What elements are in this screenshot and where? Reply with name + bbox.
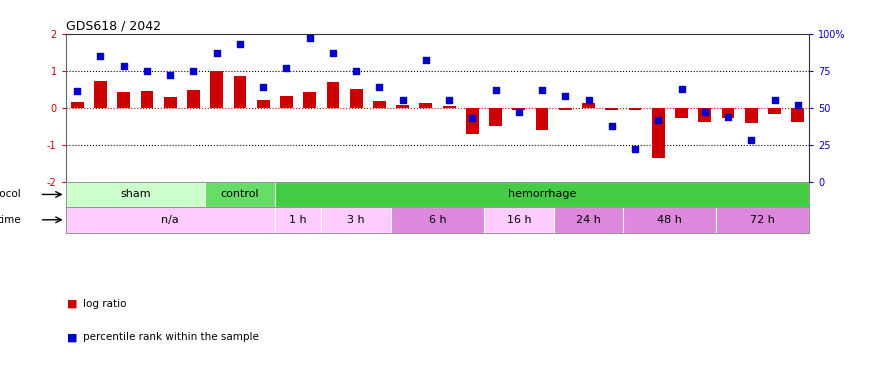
Bar <box>443 106 456 108</box>
Point <box>488 87 502 93</box>
Point <box>279 65 293 71</box>
Point <box>651 117 665 123</box>
Bar <box>321 207 391 232</box>
Bar <box>94 81 107 108</box>
Point <box>442 98 456 104</box>
Point <box>186 68 200 74</box>
Bar <box>745 108 758 123</box>
Point <box>558 93 572 99</box>
Point <box>767 98 781 104</box>
Point <box>697 109 711 115</box>
Bar <box>373 101 386 108</box>
Text: n/a: n/a <box>161 215 179 225</box>
Point <box>256 84 270 90</box>
Text: 6 h: 6 h <box>429 215 446 225</box>
Point <box>721 114 735 120</box>
Text: GDS618 / 2042: GDS618 / 2042 <box>66 20 161 33</box>
Bar <box>676 108 688 118</box>
Bar <box>187 90 200 108</box>
Text: log ratio: log ratio <box>83 299 127 309</box>
Bar <box>628 108 641 109</box>
Bar <box>275 182 809 207</box>
Bar <box>559 108 571 109</box>
Bar <box>326 82 340 108</box>
Bar <box>234 76 247 108</box>
Point <box>675 86 689 92</box>
Text: protocol: protocol <box>0 189 21 200</box>
Bar <box>396 105 409 108</box>
Bar <box>536 108 549 130</box>
Bar <box>722 108 734 118</box>
Bar <box>698 108 711 122</box>
Bar <box>582 104 595 108</box>
Bar <box>489 108 502 126</box>
Point <box>140 68 154 74</box>
Bar <box>275 207 321 232</box>
Bar <box>768 108 780 114</box>
Bar <box>71 102 84 108</box>
Point <box>791 102 805 108</box>
Text: hemorrhage: hemorrhage <box>507 189 577 200</box>
Point <box>512 109 526 115</box>
Point <box>233 41 247 47</box>
Text: 1 h: 1 h <box>290 215 307 225</box>
Bar <box>623 207 717 232</box>
Point <box>628 146 642 152</box>
Text: 16 h: 16 h <box>507 215 531 225</box>
Bar <box>419 104 432 108</box>
Bar <box>256 100 270 108</box>
Point <box>582 98 596 104</box>
Point <box>303 35 317 41</box>
Bar <box>466 108 479 134</box>
Bar <box>164 98 177 108</box>
Text: 72 h: 72 h <box>751 215 775 225</box>
Point <box>70 88 84 94</box>
Point <box>745 137 759 143</box>
Text: ■: ■ <box>66 299 77 309</box>
Text: time: time <box>0 215 21 225</box>
Bar <box>205 182 275 207</box>
Point <box>396 98 410 104</box>
Point <box>466 115 480 121</box>
Point <box>536 87 550 93</box>
Point <box>419 57 433 63</box>
Bar <box>717 207 809 232</box>
Bar <box>141 91 153 108</box>
Point <box>94 53 108 59</box>
Point <box>164 72 178 78</box>
Bar <box>66 182 205 207</box>
Bar <box>554 207 623 232</box>
Point <box>349 68 363 74</box>
Text: 3 h: 3 h <box>347 215 365 225</box>
Bar <box>391 207 484 232</box>
Bar <box>791 108 804 122</box>
Bar <box>210 71 223 108</box>
Text: percentile rank within the sample: percentile rank within the sample <box>83 333 259 342</box>
Text: control: control <box>220 189 259 200</box>
Bar <box>606 108 619 109</box>
Bar <box>484 207 554 232</box>
Point <box>605 123 619 129</box>
Point <box>116 63 130 69</box>
Bar <box>304 92 316 108</box>
Text: sham: sham <box>120 189 150 200</box>
Point <box>210 50 224 56</box>
Point <box>326 50 340 56</box>
Bar <box>117 92 130 108</box>
Text: ■: ■ <box>66 333 77 342</box>
Bar <box>513 108 525 109</box>
Bar <box>280 96 293 108</box>
Bar <box>350 88 362 108</box>
Bar <box>66 207 275 232</box>
Text: 48 h: 48 h <box>657 215 682 225</box>
Point <box>373 84 387 90</box>
Bar <box>652 108 665 158</box>
Text: 24 h: 24 h <box>576 215 601 225</box>
